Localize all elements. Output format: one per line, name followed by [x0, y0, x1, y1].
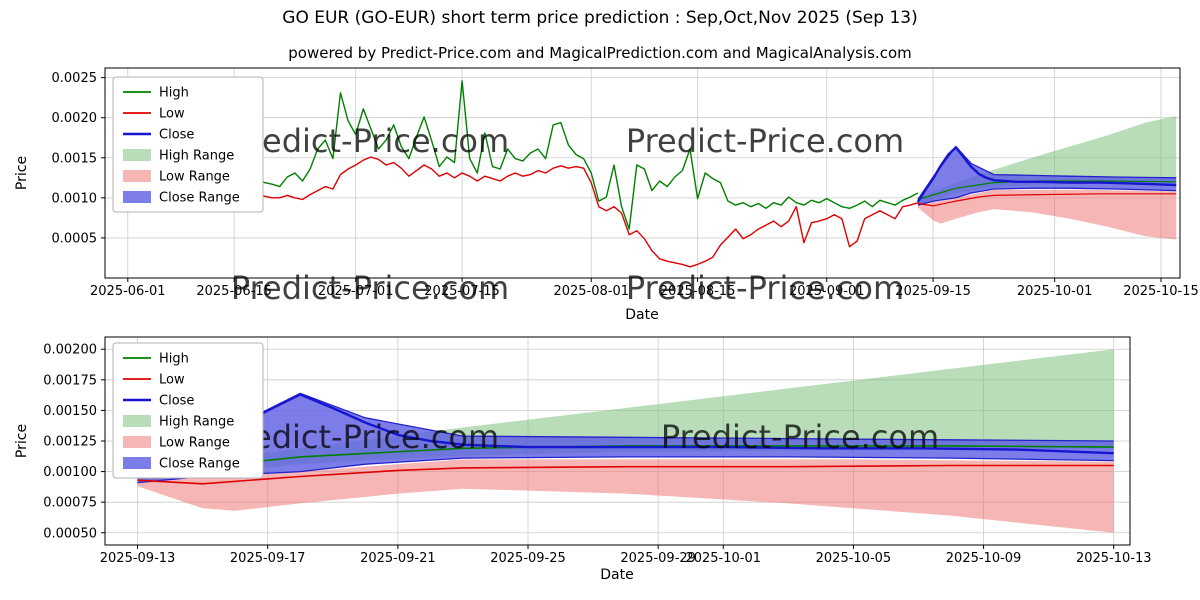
y-tick-label: 0.0015 — [52, 151, 98, 166]
watermark-text: Predict-Price.com — [231, 269, 509, 307]
legend-swatch-high-range — [123, 415, 151, 427]
x-tick-label: 2025-10-01 — [1017, 284, 1093, 299]
band-low-range — [137, 459, 1114, 533]
y-tick-label: 0.00075 — [43, 496, 97, 511]
watermark-text: Predict-Price.com — [221, 418, 499, 456]
x-tick-label: 2025-08-15 — [660, 284, 736, 299]
y-tick-label: 0.00050 — [43, 526, 97, 541]
y-tick-label: 0.0005 — [52, 231, 98, 246]
x-tick-label: 2025-07-15 — [424, 284, 500, 299]
legend-label: Low — [159, 373, 185, 388]
y-tick-label: 0.0010 — [52, 191, 98, 206]
x-tick-label: 2025-09-13 — [100, 551, 176, 566]
legend-label: Close Range — [159, 457, 240, 472]
watermark-text: Predict-Price.com — [626, 122, 904, 160]
x-tick-label: 2025-09-29 — [620, 551, 696, 566]
legend-swatch-high-range — [123, 149, 151, 161]
band-low-range — [917, 189, 1177, 240]
x-tick-label: 2025-10-09 — [946, 551, 1022, 566]
chart-subtitle: powered by Predict-Price.com and Magical… — [288, 44, 912, 62]
x-tick-label: 2025-06-15 — [196, 284, 272, 299]
x-axis-title: Date — [600, 567, 633, 583]
axis-ticks: 2025-09-13 2025-09-17 2025-09-21 2025-09-25… — [43, 343, 1151, 566]
x-tick-label: 2025-09-25 — [490, 551, 566, 566]
legend-label: Close — [159, 394, 194, 409]
x-tick-label: 2025-07-01 — [318, 284, 394, 299]
x-tick-label: 2025-06-01 — [90, 284, 166, 299]
x-tick-label: 2025-10-13 — [1076, 551, 1152, 566]
series-low — [137, 464, 1114, 485]
legend-label: High — [159, 352, 189, 367]
y-tick-label: 0.00125 — [43, 435, 97, 450]
x-tick-label: 2025-08-01 — [553, 284, 629, 299]
series-low — [158, 156, 919, 268]
y-tick-label: 0.00175 — [43, 373, 97, 388]
legend-label: Low Range — [159, 436, 230, 451]
y-tick-label: 0.00150 — [43, 404, 97, 419]
y-axis-title: Price — [14, 424, 30, 458]
series-high — [137, 445, 1114, 475]
forecast-zoom-chart: Predict-Price.com Predict-Price.com2025-0… — [14, 336, 1152, 583]
x-tick-label: 2025-09-15 — [895, 284, 971, 299]
watermark-text: Predict-Price.com — [231, 122, 509, 160]
y-tick-label: 0.0025 — [52, 71, 98, 86]
y-tick-label: 0.0020 — [52, 111, 98, 126]
watermark-text: Predict-Price.com — [626, 269, 904, 307]
legend-swatch-low-range — [123, 436, 151, 448]
legend-swatch-close-range — [123, 191, 151, 203]
legend-label: High Range — [159, 415, 234, 430]
series-low-forecast — [917, 193, 1177, 207]
y-axis-title: Price — [14, 156, 30, 190]
legend-label: High — [159, 86, 189, 101]
watermark-text: Predict-Price.com — [661, 418, 939, 456]
series-high — [157, 80, 919, 230]
watermarks: Predict-Price.com Predict-Price.com — [221, 418, 939, 456]
legend-label: Close — [159, 128, 194, 143]
legend-label: Close Range — [159, 191, 240, 206]
price-history-chart: Predict-Price.com Predict-Price.com Predic… — [14, 67, 1199, 323]
legend: High Low Close High Range Low Range Close Ran… — [112, 342, 264, 479]
x-tick-label: 2025-09-21 — [360, 551, 436, 566]
x-tick-label: 2025-10-05 — [816, 551, 892, 566]
series-close — [916, 146, 1177, 203]
series-lines — [157, 80, 1177, 268]
y-tick-label: 0.00200 — [43, 343, 97, 358]
legend: High Low Close High Range Low Range Close Ran… — [112, 76, 264, 213]
legend-swatch-close-range — [123, 457, 151, 469]
plot-border — [104, 67, 1181, 279]
chart-title: GO EUR (GO-EUR) short term price predict… — [282, 8, 918, 28]
x-tick-label: 2025-10-01 — [685, 551, 761, 566]
legend-swatch-low-range — [123, 170, 151, 182]
axis-ticks: 2025-06-01 2025-06-15 2025-07-01 2025-07-15… — [52, 71, 1199, 299]
y-tick-label: 0.00100 — [43, 465, 97, 480]
legend-label: High Range — [159, 149, 234, 164]
x-tick-label: 2025-09-17 — [230, 551, 306, 566]
legend-label: Low Range — [159, 170, 230, 185]
x-tick-label: 2025-09-01 — [789, 284, 865, 299]
x-tick-label: 2025-10-15 — [1123, 284, 1199, 299]
legend-label: Low — [159, 107, 185, 122]
watermarks: Predict-Price.com Predict-Price.com Predic… — [231, 122, 904, 307]
x-axis-title: Date — [625, 307, 658, 323]
